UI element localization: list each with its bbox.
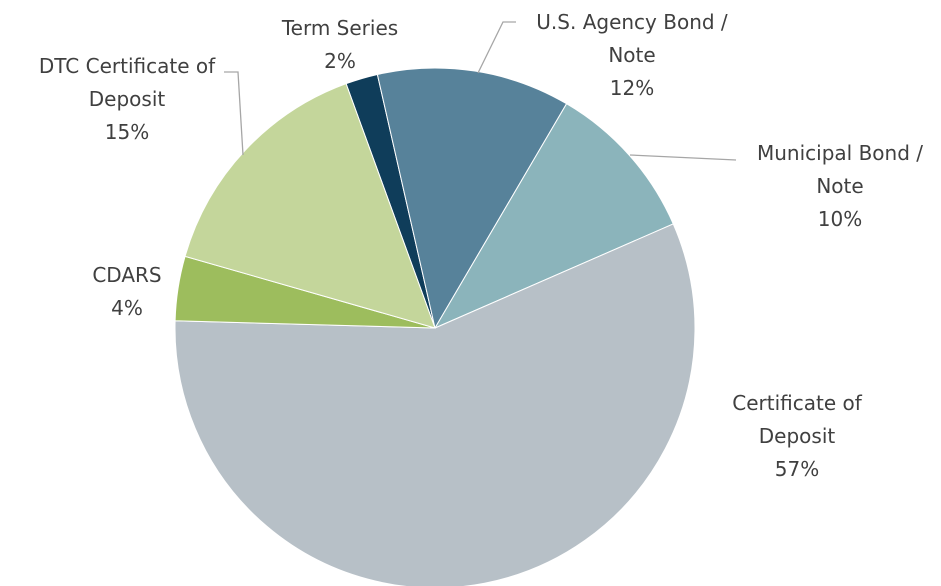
slice-label: Certificate of Deposit 57% xyxy=(712,387,882,486)
value-label: 15% xyxy=(104,120,150,144)
value-label: 12% xyxy=(609,76,655,100)
pie-slice xyxy=(184,83,436,329)
leader-line xyxy=(477,21,516,74)
pie-slice xyxy=(174,223,696,586)
slice-label: U.S. Agency Bond / Note 12% xyxy=(512,6,752,105)
value-label: 10% xyxy=(817,207,863,231)
pie-slice xyxy=(433,103,674,330)
category-name: U.S. Agency Bond / Note xyxy=(536,10,728,67)
value-label: 4% xyxy=(111,296,143,320)
category-name: Municipal Bond / Note xyxy=(756,141,923,198)
leader-line xyxy=(629,154,737,161)
category-name: Certificate of Deposit xyxy=(732,391,862,448)
slice-label: CDARS 4% xyxy=(47,259,207,325)
value-label: 57% xyxy=(774,457,820,481)
slice-label: Municipal Bond / Note 10% xyxy=(735,137,941,236)
leader-line xyxy=(224,71,244,156)
category-name: DTC Certificate of Deposit xyxy=(38,54,216,111)
slice-label: DTC Certificate of Deposit 15% xyxy=(7,50,247,149)
value-label: 2% xyxy=(324,49,356,73)
category-name: CDARS xyxy=(92,263,162,287)
category-name: Term Series xyxy=(281,16,399,40)
pie-slice xyxy=(376,67,568,330)
slice-label: Term Series 2% xyxy=(240,12,440,78)
